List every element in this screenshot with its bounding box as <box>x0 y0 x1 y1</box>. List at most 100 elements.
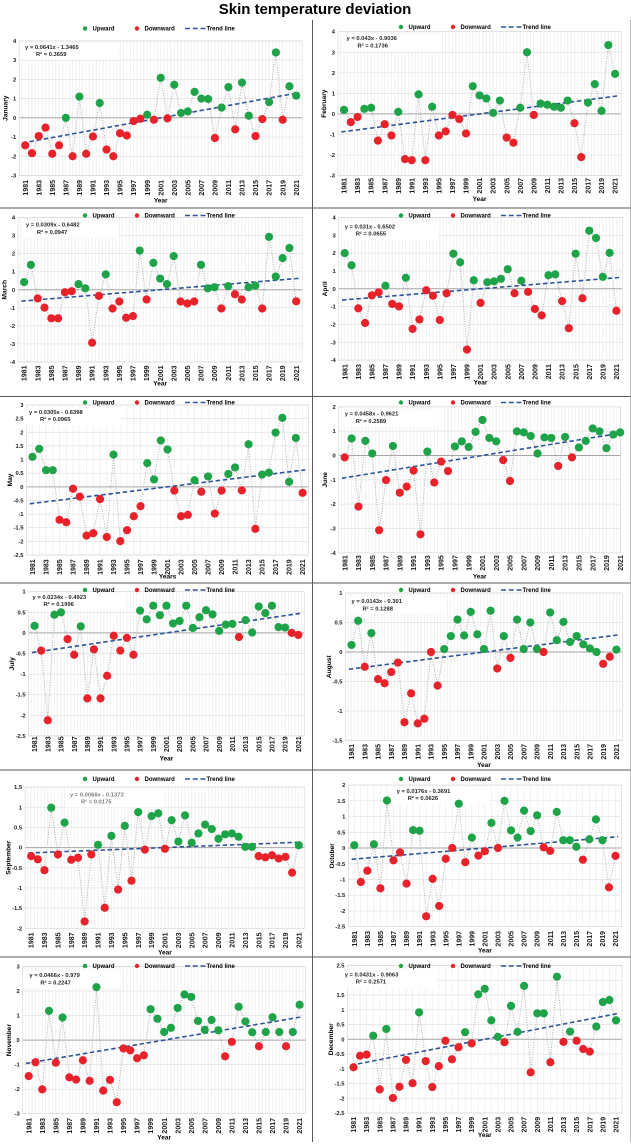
svg-text:1: 1 <box>19 805 23 811</box>
svg-text:R² = 0.0626: R² = 0.0626 <box>408 795 439 802</box>
svg-text:2011: 2011 <box>226 180 233 195</box>
svg-text:1997: 1997 <box>136 932 143 948</box>
svg-text:2005: 2005 <box>185 180 192 196</box>
svg-text:-3: -3 <box>331 526 337 532</box>
svg-text:2005: 2005 <box>192 559 199 575</box>
svg-text:2015: 2015 <box>256 736 263 752</box>
svg-text:1981: 1981 <box>23 180 30 196</box>
svg-text:1997: 1997 <box>451 364 458 380</box>
svg-text:-2.5: -2.5 <box>16 734 27 740</box>
svg-text:-2: -2 <box>15 1087 20 1093</box>
svg-text:2007: 2007 <box>202 1118 209 1134</box>
svg-text:R² = 0.0655: R² = 0.0655 <box>356 231 387 238</box>
svg-text:2003: 2003 <box>492 364 499 380</box>
svg-text:Trend line: Trend line <box>523 25 552 31</box>
svg-text:1: 1 <box>13 97 17 103</box>
svg-text:-0.5: -0.5 <box>12 866 23 872</box>
svg-text:1989: 1989 <box>82 932 89 948</box>
svg-text:Upward: Upward <box>409 401 431 407</box>
svg-text:1991: 1991 <box>90 365 97 381</box>
svg-text:-2: -2 <box>340 909 345 915</box>
svg-text:November: November <box>6 1024 13 1057</box>
svg-text:1: 1 <box>22 590 26 596</box>
svg-text:2015: 2015 <box>574 931 581 947</box>
svg-text:December: December <box>328 1023 335 1055</box>
svg-text:y = 0.0309x - 0.6482: y = 0.0309x - 0.6482 <box>26 223 80 229</box>
svg-text:2019: 2019 <box>599 178 606 194</box>
svg-text:1989: 1989 <box>396 178 403 194</box>
svg-text:2003: 2003 <box>176 932 183 948</box>
svg-text:-1: -1 <box>20 672 26 678</box>
svg-text:Trend line: Trend line <box>523 964 552 970</box>
svg-text:-1.5: -1.5 <box>12 906 23 912</box>
svg-text:0: 0 <box>13 116 16 122</box>
svg-text:Downward: Downward <box>461 777 492 783</box>
svg-text:-3: -3 <box>10 342 16 348</box>
svg-text:y = 0.043x - 0.9036: y = 0.043x - 0.9036 <box>347 36 398 42</box>
svg-text:1985: 1985 <box>378 931 385 947</box>
svg-text:2007: 2007 <box>206 559 213 575</box>
svg-text:2011: 2011 <box>546 364 553 379</box>
svg-text:2021: 2021 <box>614 1117 621 1133</box>
svg-text:Downward: Downward <box>145 964 176 970</box>
svg-text:2019: 2019 <box>283 736 290 752</box>
svg-text:R² = 0.3659: R² = 0.3659 <box>36 51 67 58</box>
svg-text:0: 0 <box>341 1037 344 1043</box>
svg-text:R² = 0.0175: R² = 0.0175 <box>81 799 112 806</box>
svg-text:Trend line: Trend line <box>523 214 552 220</box>
svg-text:Upward: Upward <box>409 964 431 970</box>
svg-text:-1: -1 <box>331 478 337 484</box>
svg-text:2015: 2015 <box>576 555 583 571</box>
svg-text:Downward: Downward <box>461 25 492 31</box>
svg-text:May: May <box>7 473 14 486</box>
svg-text:1: 1 <box>332 269 336 275</box>
svg-text:Upward: Upward <box>409 214 431 220</box>
svg-text:2011: 2011 <box>226 365 233 380</box>
svg-text:2017: 2017 <box>590 555 597 571</box>
svg-text:-1: -1 <box>11 135 17 141</box>
svg-text:Trend line: Trend line <box>207 588 236 594</box>
svg-text:1985: 1985 <box>59 736 66 752</box>
svg-text:-4: -4 <box>10 360 16 366</box>
svg-text:1983: 1983 <box>362 744 369 760</box>
svg-text:2: 2 <box>13 77 16 83</box>
svg-text:February: February <box>321 89 328 118</box>
svg-text:2: 2 <box>332 251 335 257</box>
svg-text:1995: 1995 <box>443 1117 450 1133</box>
svg-text:1987: 1987 <box>391 931 398 947</box>
svg-text:2017: 2017 <box>270 1118 277 1134</box>
svg-text:1999: 1999 <box>145 180 152 196</box>
svg-text:2007: 2007 <box>521 744 528 760</box>
svg-text:1985: 1985 <box>376 744 383 760</box>
svg-text:Upward: Upward <box>93 964 115 970</box>
svg-text:y = 0.0458x - 0.9621: y = 0.0458x - 0.9621 <box>345 412 399 418</box>
svg-text:1981: 1981 <box>352 931 359 947</box>
svg-text:2007: 2007 <box>522 931 529 947</box>
svg-text:0: 0 <box>19 846 22 852</box>
svg-text:R² = 0.1736: R² = 0.1736 <box>358 42 389 49</box>
svg-text:2015: 2015 <box>260 559 267 575</box>
svg-text:Year: Year <box>158 950 172 957</box>
svg-text:1991: 1991 <box>417 931 424 947</box>
svg-text:1999: 1999 <box>469 931 476 947</box>
svg-text:Year: Year <box>473 574 487 581</box>
svg-text:July: July <box>9 657 16 671</box>
svg-text:Year: Year <box>478 1132 492 1139</box>
svg-text:1993: 1993 <box>429 744 436 760</box>
svg-text:2015: 2015 <box>572 178 579 194</box>
svg-text:2009: 2009 <box>532 364 539 380</box>
svg-text:1997: 1997 <box>131 365 138 381</box>
svg-text:1995: 1995 <box>121 1118 128 1134</box>
svg-text:2017: 2017 <box>267 365 274 381</box>
svg-text:-1.5: -1.5 <box>14 526 25 532</box>
svg-text:Upward: Upward <box>93 401 115 407</box>
svg-text:2007: 2007 <box>518 178 525 194</box>
svg-text:R² = 0.0965: R² = 0.0965 <box>40 416 71 423</box>
svg-text:2013: 2013 <box>243 932 250 948</box>
svg-text:2019: 2019 <box>283 932 290 948</box>
svg-text:Skin temperature deviation: Skin temperature deviation <box>219 1 412 18</box>
svg-text:R² = 0.2571: R² = 0.2571 <box>356 979 387 986</box>
svg-text:1991: 1991 <box>98 736 105 752</box>
svg-text:Year: Year <box>478 947 492 954</box>
svg-text:-3: -3 <box>15 1112 21 1118</box>
